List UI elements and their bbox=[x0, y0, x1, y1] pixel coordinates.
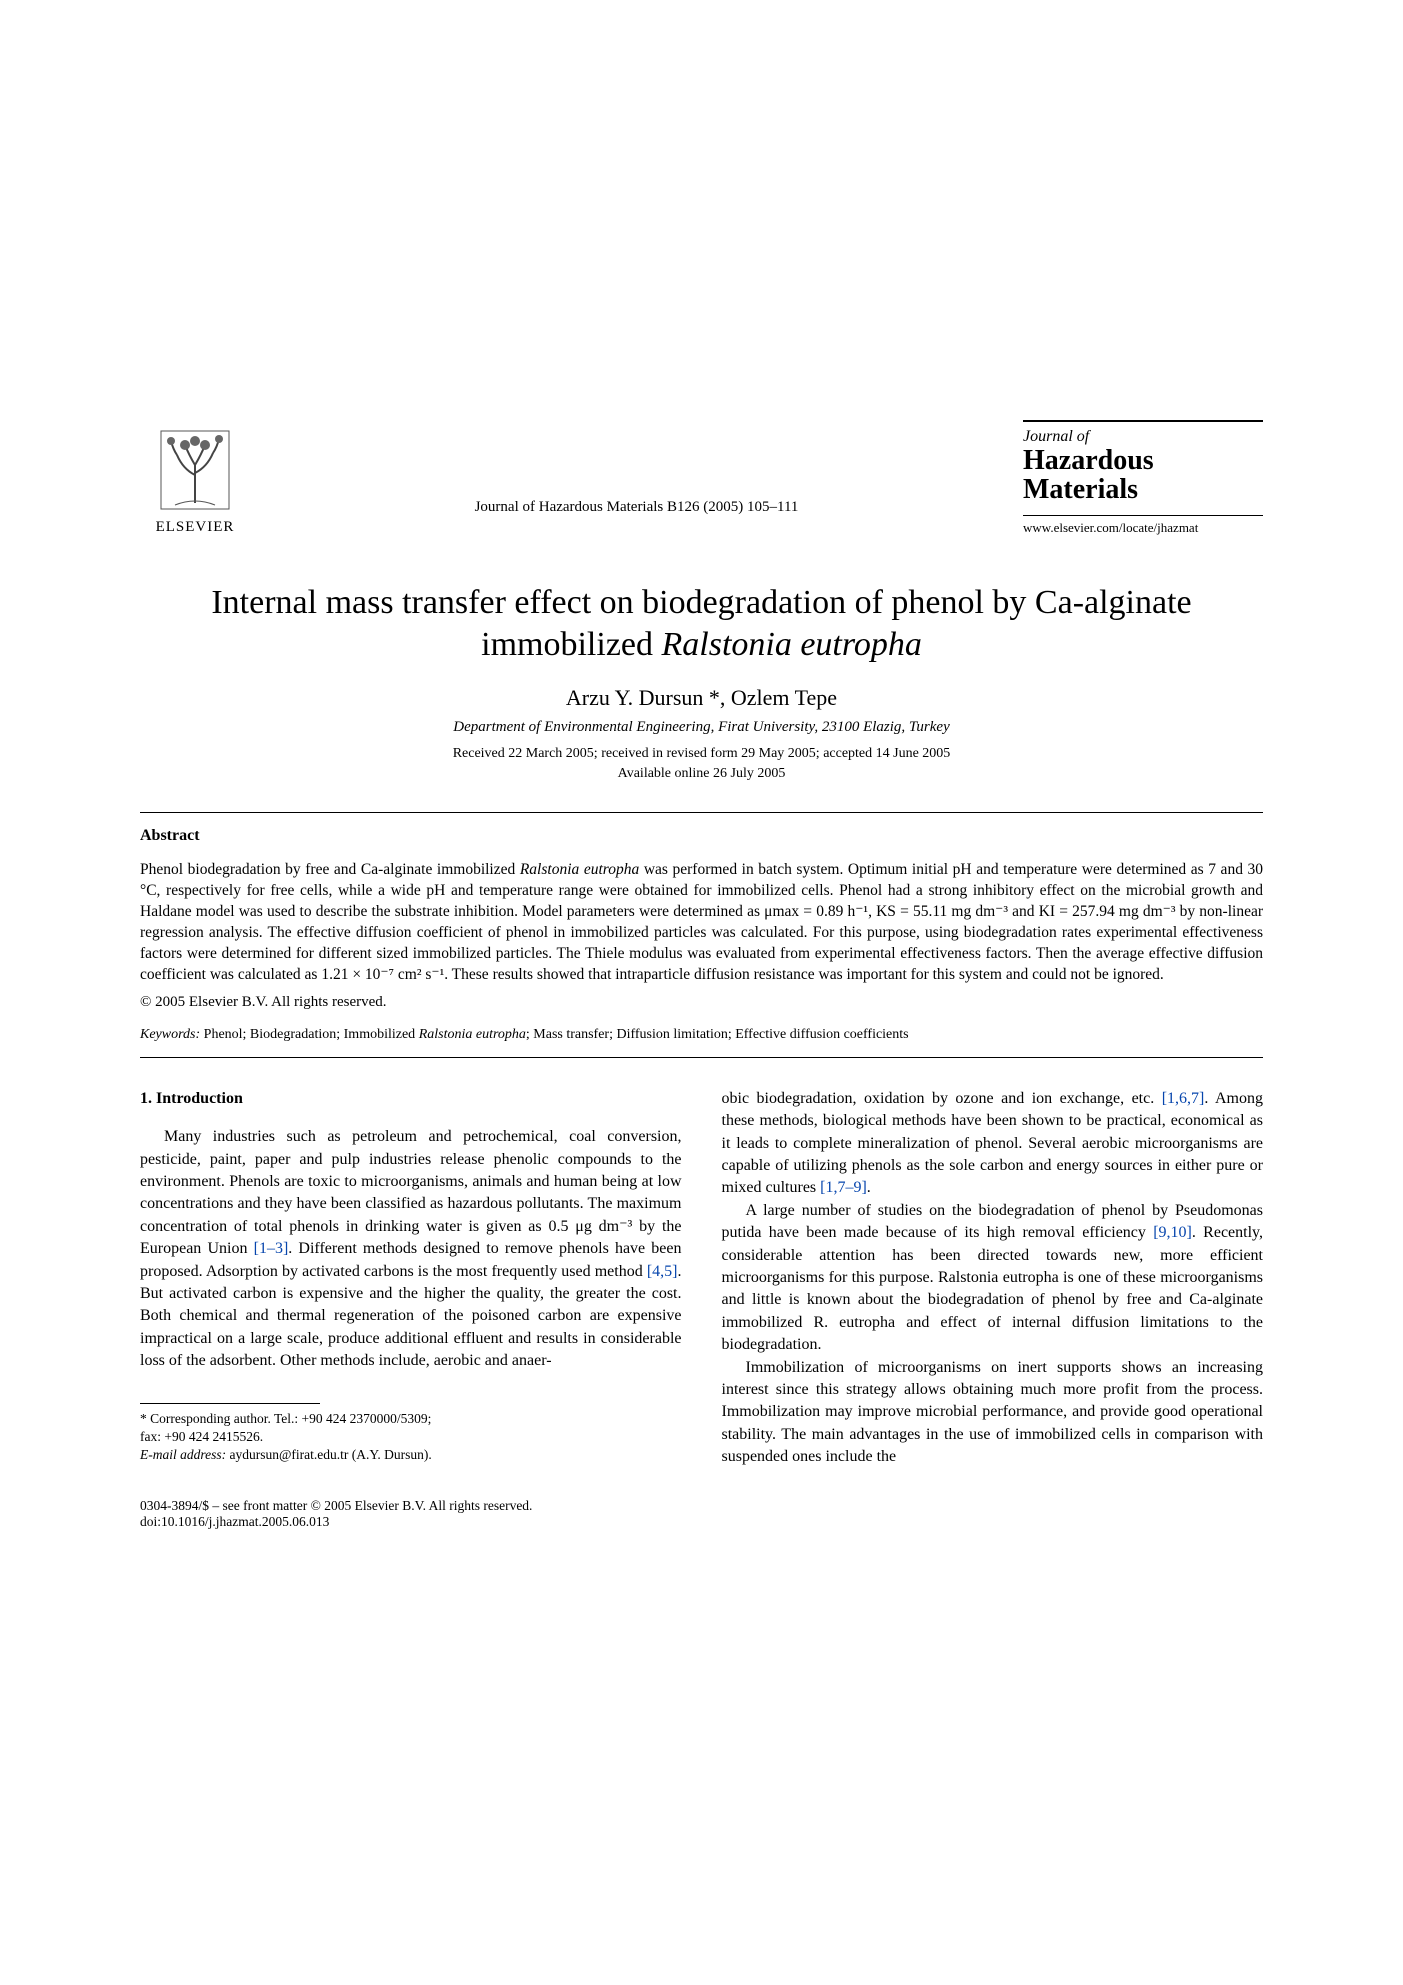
intro-paragraph-1-continued: obic biodegradation, oxidation by ozone … bbox=[722, 1088, 1264, 1200]
available-online: Available online 26 July 2005 bbox=[140, 766, 1263, 782]
intro-cont-c: . bbox=[867, 1179, 871, 1196]
intro-cont-a: obic biodegradation, oxidation by ozone … bbox=[722, 1090, 1162, 1107]
publisher-block: ELSEVIER bbox=[140, 425, 250, 536]
journal-name-line1: Hazardous bbox=[1023, 446, 1263, 475]
ref-1-3[interactable]: [1–3] bbox=[254, 1240, 289, 1257]
journal-name-line2: Materials bbox=[1023, 475, 1263, 504]
title-species: Ralstonia eutropha bbox=[662, 626, 922, 663]
body-columns: 1. Introduction Many industries such as … bbox=[140, 1088, 1263, 1469]
footnote-rule bbox=[140, 1403, 320, 1404]
doi-line: doi:10.1016/j.jhazmat.2005.06.013 bbox=[140, 1514, 1263, 1530]
journal-reference: Journal of Hazardous Materials B126 (200… bbox=[250, 499, 1023, 536]
species-reutropha-short: R. eutropha bbox=[813, 1314, 895, 1331]
rule-above-abstract bbox=[140, 812, 1263, 813]
email-value: aydursun@firat.edu.tr (A.Y. Dursun). bbox=[226, 1447, 432, 1462]
keywords-pre: Phenol; Biodegradation; Immobilized bbox=[200, 1027, 419, 1042]
footnote-email: E-mail address: aydursun@firat.edu.tr (A… bbox=[140, 1446, 682, 1464]
footnote-fax: fax: +90 424 2415526. bbox=[140, 1428, 682, 1446]
corresponding-author-footnote: * Corresponding author. Tel.: +90 424 23… bbox=[140, 1410, 682, 1465]
intro-paragraph-1: Many industries such as petroleum and pe… bbox=[140, 1126, 682, 1372]
affiliation: Department of Environmental Engineering,… bbox=[140, 719, 1263, 736]
column-left: 1. Introduction Many industries such as … bbox=[140, 1088, 682, 1469]
abstract-post: was performed in batch system. Optimum i… bbox=[140, 861, 1263, 983]
received-dates: Received 22 March 2005; received in revi… bbox=[140, 746, 1263, 762]
page: ELSEVIER Journal of Hazardous Materials … bbox=[0, 0, 1403, 1610]
keywords-line: Keywords: Phenol; Biodegradation; Immobi… bbox=[140, 1027, 1263, 1043]
journal-badge: Journal of Hazardous Materials www.elsev… bbox=[1023, 420, 1263, 536]
keywords-label: Keywords: bbox=[140, 1027, 200, 1042]
keywords-post: ; Mass transfer; Diffusion limitation; E… bbox=[526, 1027, 909, 1042]
keywords-species: Ralstonia eutropha bbox=[419, 1027, 526, 1042]
intro-p2a: A large number of studies on the biodegr… bbox=[746, 1202, 1176, 1219]
front-matter-line: 0304-3894/$ – see front matter © 2005 El… bbox=[140, 1498, 1263, 1514]
journal-url: www.elsevier.com/locate/jhazmat bbox=[1023, 515, 1263, 536]
abstract-pre: Phenol biodegradation by free and Ca-alg… bbox=[140, 861, 520, 878]
abstract-species: Ralstonia eutropha bbox=[520, 861, 639, 878]
intro-paragraph-3: Immobilization of microorganisms on iner… bbox=[722, 1357, 1264, 1469]
abstract-copyright: © 2005 Elsevier B.V. All rights reserved… bbox=[140, 994, 1263, 1011]
column-right: obic biodegradation, oxidation by ozone … bbox=[722, 1088, 1264, 1469]
ref-9-10[interactable]: [9,10] bbox=[1153, 1224, 1192, 1241]
intro-p2b: have been made because of its high remov… bbox=[762, 1224, 1154, 1241]
email-label: E-mail address: bbox=[140, 1447, 226, 1462]
footnote-tel: * Corresponding author. Tel.: +90 424 23… bbox=[140, 1410, 682, 1428]
abstract-body: Phenol biodegradation by free and Ca-alg… bbox=[140, 860, 1263, 986]
header-row: ELSEVIER Journal of Hazardous Materials … bbox=[140, 420, 1263, 536]
article-title: Internal mass transfer effect on biodegr… bbox=[200, 582, 1203, 667]
elsevier-tree-logo bbox=[155, 425, 235, 515]
ref-1-7-9[interactable]: [1,7–9] bbox=[820, 1179, 867, 1196]
abstract-heading: Abstract bbox=[140, 827, 1263, 845]
page-footer: 0304-3894/$ – see front matter © 2005 El… bbox=[140, 1498, 1263, 1530]
intro-p1a: Many industries such as petroleum and pe… bbox=[140, 1128, 682, 1257]
intro-paragraph-2: A large number of studies on the biodegr… bbox=[722, 1200, 1264, 1357]
ref-4-5[interactable]: [4,5] bbox=[647, 1263, 678, 1280]
rule-below-keywords bbox=[140, 1057, 1263, 1058]
journal-of-label: Journal of bbox=[1023, 428, 1263, 446]
section-1-heading: 1. Introduction bbox=[140, 1088, 682, 1110]
authors: Arzu Y. Dursun *, Ozlem Tepe bbox=[140, 685, 1263, 711]
publisher-name: ELSEVIER bbox=[156, 519, 235, 536]
ref-1-6-7[interactable]: [1,6,7] bbox=[1162, 1090, 1205, 1107]
species-reutropha: Ralstonia eutropha bbox=[938, 1269, 1059, 1286]
